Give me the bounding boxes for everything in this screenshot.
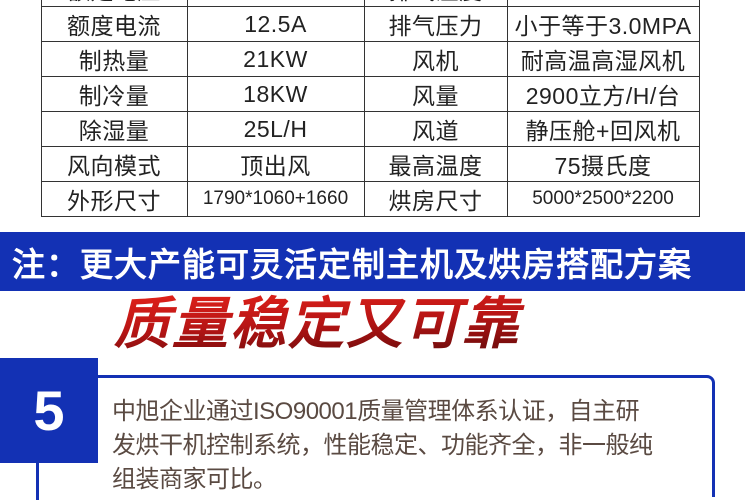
svg-text:质量稳定又可靠: 质量稳定又可靠	[114, 294, 525, 356]
